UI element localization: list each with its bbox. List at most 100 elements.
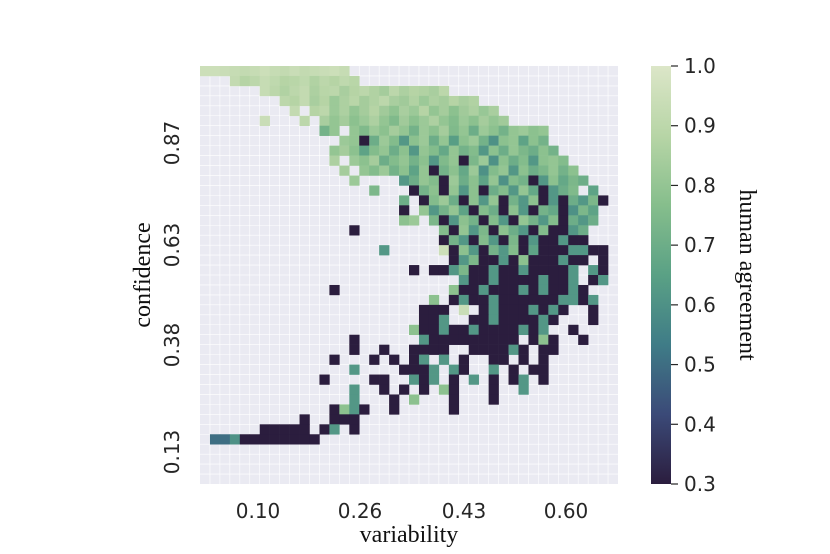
heatmap-cell (379, 125, 390, 136)
heatmap-cell (399, 135, 410, 146)
heatmap-cell (528, 334, 539, 345)
colorbar-tick-label: 0.3 (684, 472, 716, 496)
heatmap-cell (458, 324, 470, 336)
heatmap-cell (568, 165, 579, 176)
heatmap-cell (389, 105, 400, 117)
heatmap-cell (369, 354, 380, 365)
heatmap-cell (428, 145, 440, 156)
heatmap-cell (548, 284, 559, 296)
heatmap-cell (588, 215, 599, 226)
heatmap-cell (329, 284, 340, 296)
heatmap-cell (518, 245, 529, 256)
heatmap-cell (518, 265, 529, 276)
heatmap-cell (518, 314, 529, 326)
heatmap-cell (409, 344, 420, 355)
heatmap-cell (488, 374, 499, 385)
heatmap-cell (309, 85, 320, 97)
heatmap-cell (598, 265, 609, 276)
heatmap-cell (578, 175, 589, 186)
heatmap-cell (518, 135, 529, 146)
heatmap-cell (458, 135, 470, 146)
y-tick-label: 0.63 (160, 223, 184, 268)
heatmap-cell (428, 105, 440, 117)
heatmap-cell (319, 75, 330, 87)
heatmap-cells (200, 66, 609, 445)
heatmap-cell (329, 424, 340, 435)
colorbar-tick-label: 0.6 (684, 293, 716, 317)
heatmap-cell (488, 125, 499, 136)
heatmap-cell (488, 284, 499, 296)
heatmap-cell (458, 195, 470, 206)
heatmap-cell (518, 324, 529, 336)
heatmap-cell (548, 215, 559, 226)
heatmap-cell (359, 165, 370, 176)
heatmap-cell (488, 334, 499, 345)
heatmap-cell (478, 185, 489, 196)
heatmap-cell (359, 404, 370, 415)
heatmap-cell (428, 314, 440, 326)
heatmap-cell (438, 105, 450, 117)
heatmap-cell (409, 215, 420, 226)
heatmap-cell (528, 235, 539, 246)
heatmap-cell (200, 66, 211, 77)
heatmap-cell (389, 354, 400, 365)
heatmap-cell (528, 165, 539, 176)
heatmap-cell (498, 344, 509, 355)
heatmap-cell (518, 195, 529, 206)
heatmap-cell (458, 105, 470, 117)
heatmap-cell (518, 205, 529, 216)
heatmap-cell (239, 75, 251, 87)
heatmap-cell (488, 195, 499, 206)
heatmap-cell (329, 95, 340, 107)
heatmap-cell (488, 275, 499, 286)
heatmap-cell (418, 165, 430, 176)
heatmap-cell (498, 275, 509, 286)
heatmap-cell (399, 205, 410, 216)
heatmap-cell (209, 66, 221, 77)
heatmap-cell (269, 85, 280, 97)
heatmap-cell (438, 225, 450, 236)
heatmap-cell (488, 384, 499, 395)
heatmap-cell (558, 215, 569, 226)
heatmap-cell (548, 334, 559, 345)
heatmap-cell (339, 135, 350, 146)
heatmap-cell (508, 284, 519, 296)
heatmap-cell (289, 105, 300, 117)
heatmap-cell (428, 324, 440, 336)
heatmap-cell (458, 294, 470, 306)
heatmap-cell (558, 255, 569, 266)
heatmap-cell (418, 205, 430, 216)
heatmap-cell (289, 95, 300, 107)
heatmap-cell (309, 75, 320, 87)
heatmap-cell (438, 165, 450, 176)
heatmap-cell (438, 95, 450, 107)
heatmap-cell (558, 294, 569, 306)
heatmap-cell (369, 374, 380, 385)
heatmap-cell (568, 245, 579, 256)
heatmap-cell (468, 314, 479, 326)
heatmap-cell (259, 115, 270, 127)
heatmap-cell (568, 275, 579, 286)
heatmap-cell (448, 394, 460, 405)
heatmap-cell (578, 294, 589, 306)
heatmap-cell (568, 255, 579, 266)
heatmap-cell (548, 294, 559, 306)
heatmap-cell (508, 185, 519, 196)
heatmap-cell (339, 115, 350, 127)
heatmap-cell (239, 66, 251, 77)
heatmap-cell (498, 265, 509, 276)
heatmap-cell (458, 165, 470, 176)
heatmap-cell (329, 414, 340, 425)
heatmap-cell (438, 195, 450, 206)
heatmap-cell (488, 324, 499, 336)
heatmap-cell (359, 125, 370, 136)
heatmap-cell (468, 255, 479, 266)
heatmap-cell (498, 135, 509, 146)
heatmap-cell (409, 175, 420, 186)
heatmap-cell (468, 185, 479, 196)
heatmap-cell (528, 265, 539, 276)
heatmap-cell (498, 225, 509, 236)
heatmap-cell (379, 145, 390, 156)
heatmap-cell (329, 115, 340, 127)
y-tick-label: 0.87 (160, 121, 184, 166)
